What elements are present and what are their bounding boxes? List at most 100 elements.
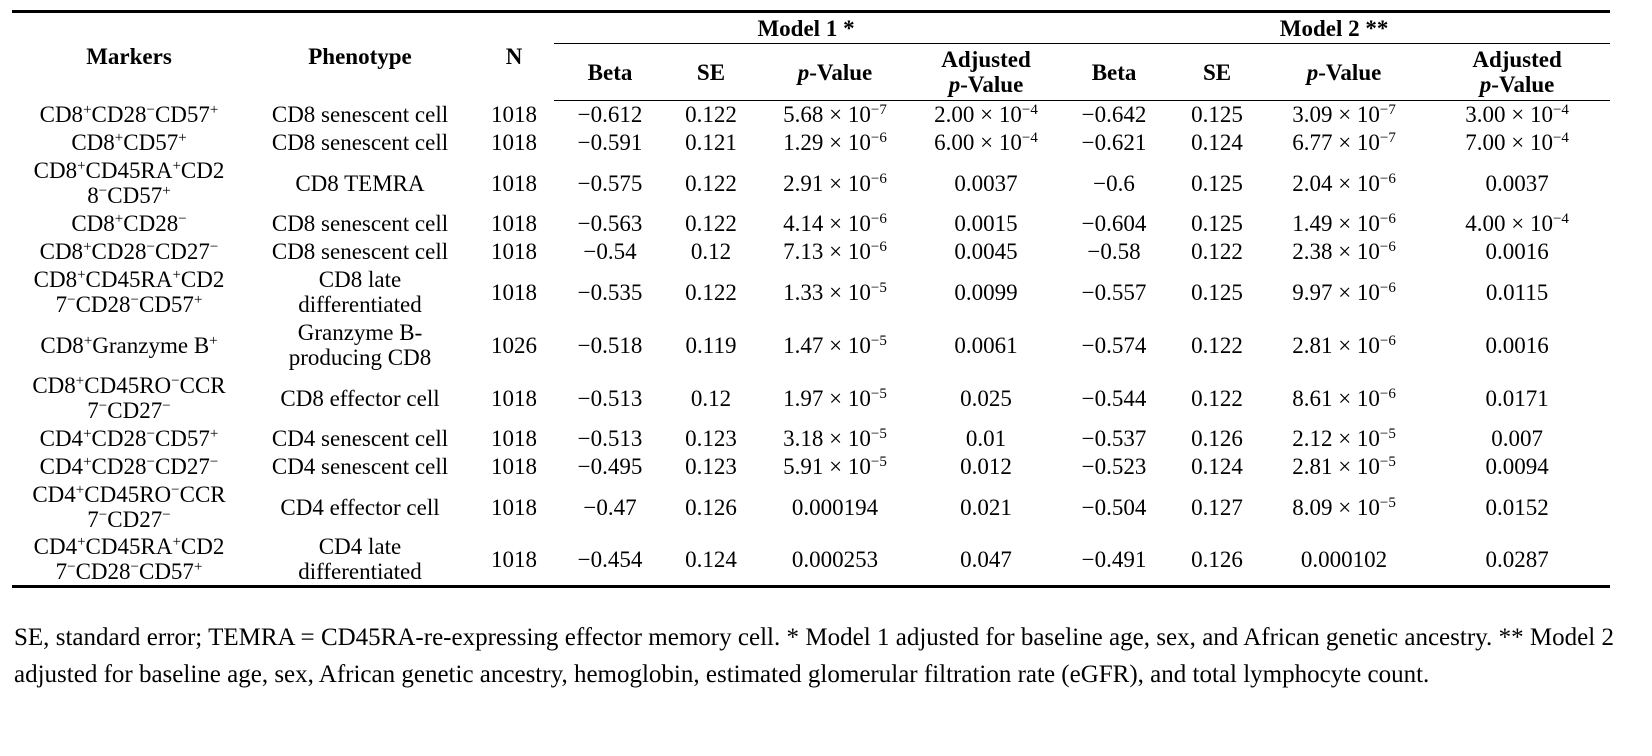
- cell-markers: CD8+CD28−CD27−: [39, 239, 219, 264]
- p-suffix: -Value: [1318, 59, 1382, 85]
- cell-m1-se: 0.12: [690, 385, 732, 411]
- cell-m2-p-value: 2.81 × 10−5: [1292, 454, 1396, 479]
- table-row: CD4+CD45RA+CD2 7−CD28−CD57+ CD4 late differ…: [12, 533, 1611, 588]
- header-m2-beta: Beta: [1058, 43, 1171, 101]
- cell-phenotype: CD8 late differentiated: [298, 267, 422, 317]
- cell-m1-adjusted-p-value: 0.012: [960, 454, 1012, 479]
- cell-m2-se: 0.126: [1170, 533, 1265, 588]
- cell-markers: CD4+CD28−CD57+: [39, 426, 219, 451]
- cell-m1-p-value: 0.000194: [791, 494, 879, 520]
- cell-m1-p-value: 1.47 × 10−5: [783, 332, 887, 358]
- cell-m2-beta: −0.504: [1081, 494, 1147, 520]
- cell-m1-beta: −0.454: [554, 533, 666, 588]
- cell-n: 1018: [491, 239, 537, 264]
- cell-m2-se: 0.126: [1191, 426, 1243, 451]
- header-row-groups: Markers Phenotype N Model 1 * Model 2 **: [12, 10, 1611, 101]
- cell-m2-p-value: 1.49 × 10−6: [1292, 211, 1396, 236]
- cell-m1-se: 0.119: [685, 332, 737, 358]
- cell-m2-beta: −0.537: [1081, 426, 1147, 451]
- table-row: CD8+Granzyme B+ Granzyme B-producing CD8 1…: [12, 319, 1610, 372]
- cell-m1-p-value: 4.14 × 10−6: [783, 211, 887, 236]
- cell-m2-adjusted-p-value: 0.0115: [1485, 279, 1549, 305]
- cell-n: 1018: [491, 102, 537, 127]
- cell-markers: CD8+CD45RA+CD2 8−CD57+: [33, 158, 225, 208]
- cell-m2-se: 0.122: [1191, 385, 1243, 411]
- table-row: CD8+CD57+ CD8 senescent cell 1018 −0.591 0.1…: [12, 129, 1610, 157]
- cell-n: 1018: [491, 494, 537, 520]
- cell-phenotype: CD8 senescent cell: [271, 211, 449, 236]
- cell-m2-se: 0.125: [1191, 170, 1243, 196]
- table-header: Markers Phenotype N Model 1 * Model 2 **…: [12, 10, 1611, 101]
- cell-m1-p-value: 0.000253: [756, 533, 914, 588]
- cell-m2-se: 0.122: [1191, 332, 1243, 358]
- cell-n: 1018: [474, 533, 554, 588]
- cell-m2-beta: −0.491: [1058, 533, 1171, 588]
- header-m2-se: SE: [1170, 43, 1265, 101]
- cell-m2-adjusted-p-value: 0.0037: [1485, 170, 1549, 196]
- cell-phenotype: CD4 late differentiated: [246, 533, 474, 588]
- cell-m2-adjusted-p-value: 0.0152: [1485, 494, 1549, 520]
- cell-markers: CD8+CD57+: [71, 130, 187, 155]
- header-m1-p-value: p-Value: [756, 43, 914, 101]
- cell-markers: CD8+CD45RA+CD2 7−CD28−CD57+: [33, 267, 225, 317]
- adjusted-label: Adjusted: [941, 47, 1031, 72]
- header-m1-beta: Beta: [554, 43, 666, 101]
- table-row: CD8+CD28−CD57+ CD8 senescent cell 1018 −0.6…: [12, 101, 1610, 129]
- cell-phenotype: CD8 senescent cell: [271, 102, 449, 127]
- cell-m2-p-value: 2.38 × 10−6: [1292, 239, 1396, 264]
- cell-m2-p-value: 6.77 × 10−7: [1292, 130, 1396, 155]
- header-m2-adjusted-p-value: Adjusted p-Value: [1424, 43, 1611, 101]
- cell-m2-se: 0.125: [1191, 102, 1243, 128]
- cell-m1-adjusted-p-value: 0.025: [960, 385, 1012, 411]
- cell-m1-adjusted-p-value: 0.0099: [954, 279, 1018, 305]
- cell-m1-beta: −0.513: [577, 385, 643, 411]
- cell-m1-adjusted-p-value: 0.01: [965, 426, 1007, 451]
- cell-m2-adjusted-p-value: 4.00 × 10−4: [1465, 211, 1569, 236]
- cell-m2-se: 0.127: [1191, 494, 1243, 520]
- cell-m2-se: 0.124: [1191, 454, 1243, 479]
- table-row: CD4+CD45RO−CCR 7−CD27− CD4 effector cell 10…: [12, 481, 1610, 534]
- p-suffix: -Value: [960, 72, 1024, 97]
- cell-m2-p-value: 8.09 × 10−5: [1292, 494, 1396, 520]
- cell-m2-beta: −0.557: [1081, 279, 1147, 305]
- header-markers: Markers: [12, 10, 246, 101]
- adjusted-label: Adjusted: [1472, 47, 1562, 72]
- cell-m1-p-value: 5.68 × 10−7: [783, 102, 887, 128]
- cell-m1-p-value: 1.97 × 10−5: [783, 385, 887, 411]
- cell-m1-se: 0.122: [685, 211, 737, 236]
- cell-m1-adjusted-p-value: 0.0045: [954, 239, 1018, 264]
- cell-n: 1018: [491, 426, 537, 451]
- cell-phenotype: CD8 effector cell: [280, 385, 440, 411]
- cell-m1-adjusted-p-value: 0.021: [960, 494, 1012, 520]
- cell-m2-adjusted-p-value: 0.007: [1491, 426, 1543, 451]
- cell-m1-adjusted-p-value: 6.00 × 10−4: [934, 130, 1038, 155]
- cell-phenotype: CD4 senescent cell: [271, 426, 449, 451]
- cell-markers: CD4+CD28−CD27−: [39, 454, 219, 479]
- cell-m1-beta: −0.495: [577, 454, 643, 479]
- cell-m1-adjusted-p-value: 2.00 × 10−4: [934, 102, 1038, 128]
- cell-phenotype: CD8 senescent cell: [271, 130, 449, 155]
- cell-m2-se: 0.125: [1191, 211, 1243, 236]
- cell-m1-beta: −0.591: [577, 130, 643, 155]
- table-row: CD8+CD45RA+CD2 7−CD28−CD57+ CD8 late differ…: [12, 266, 1610, 319]
- header-m2-p-value: p-Value: [1264, 43, 1425, 101]
- cell-markers: CD8+CD45RO−CCR 7−CD27−: [32, 373, 226, 423]
- cell-m1-beta: −0.518: [577, 332, 643, 358]
- cell-m1-se: 0.123: [685, 426, 737, 451]
- cell-m2-adjusted-p-value: 0.0287: [1424, 533, 1611, 588]
- cell-markers: CD4+CD45RO−CCR 7−CD27−: [32, 482, 226, 532]
- cell-markers: CD4+CD45RA+CD2 7−CD28−CD57+: [12, 533, 246, 588]
- cell-m1-se: 0.12: [690, 239, 732, 264]
- results-table: Markers Phenotype N Model 1 * Model 2 **…: [12, 10, 1611, 588]
- cell-phenotype: CD4 effector cell: [280, 494, 440, 520]
- cell-m1-p-value: 1.29 × 10−6: [783, 130, 887, 155]
- table-row: CD4+CD28−CD57+ CD4 senescent cell 1018 −0.5…: [12, 425, 1610, 453]
- header-n: N: [474, 10, 554, 101]
- table-row: CD8+CD45RO−CCR 7−CD27− CD8 effector cell 10…: [12, 372, 1610, 425]
- cell-phenotype: Granzyme B-producing CD8: [288, 320, 432, 370]
- cell-n: 1026: [491, 332, 537, 358]
- cell-phenotype: CD8 TEMRA: [295, 170, 425, 196]
- cell-m2-beta: −0.6: [1093, 170, 1135, 196]
- p-suffix: -Value: [809, 59, 873, 85]
